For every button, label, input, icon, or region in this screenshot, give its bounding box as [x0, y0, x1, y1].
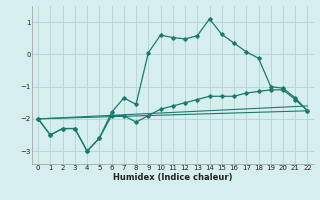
X-axis label: Humidex (Indice chaleur): Humidex (Indice chaleur) — [113, 173, 233, 182]
